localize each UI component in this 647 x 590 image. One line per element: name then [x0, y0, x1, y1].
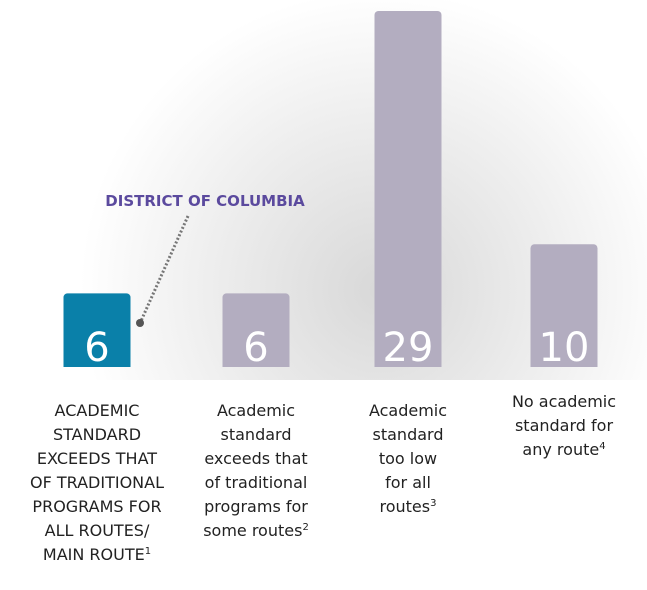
category-label: Academic [217, 401, 295, 420]
category-label: PROGRAMS FOR [32, 497, 161, 516]
bar-base [222, 361, 290, 367]
category-label: STANDARD [53, 425, 141, 444]
value-label: 10 [539, 325, 590, 371]
category-label: some routes2 [203, 521, 309, 540]
annotation-leader [139, 215, 190, 322]
value-label: 29 [383, 325, 434, 371]
annotation-dot [136, 319, 144, 327]
category-label: too low [379, 449, 437, 468]
category-label: Academic [369, 401, 447, 420]
category-label-text: routes [380, 497, 431, 516]
category-label: No academic [512, 392, 616, 411]
category-label: for all [385, 473, 431, 492]
bar [530, 244, 598, 367]
bar-base [374, 361, 442, 367]
value-label: 6 [84, 325, 109, 371]
footnote-mark: 4 [599, 441, 605, 452]
category-label: programs for [204, 497, 308, 516]
annotation: DISTRICT OF COLUMBIA [105, 192, 305, 210]
category-label: MAIN ROUTE1 [43, 545, 151, 564]
category-label: standard [221, 425, 292, 444]
bar-base [63, 361, 131, 367]
bar [222, 293, 290, 367]
footnote-mark: 2 [302, 522, 308, 533]
bar [374, 11, 442, 367]
category-label: of traditional [205, 473, 308, 492]
category-label: standard for [515, 416, 613, 435]
category-label: EXCEEDS THAT [37, 449, 157, 468]
category-label-text: any route [522, 440, 599, 459]
value-label: 6 [243, 325, 268, 371]
category-label: ACADEMIC [55, 401, 140, 420]
category-label: standard [373, 425, 444, 444]
category-label: any route4 [522, 440, 605, 459]
footnote-mark: 3 [430, 498, 436, 509]
bar-base [530, 361, 598, 367]
category-label: exceeds that [204, 449, 307, 468]
bar [63, 293, 131, 367]
category-label-text: some routes [203, 521, 302, 540]
footnote-mark: 1 [145, 546, 151, 557]
category-label-text: MAIN ROUTE [43, 545, 145, 564]
category-label: routes3 [380, 497, 437, 516]
category-label: ALL ROUTES/ [45, 521, 150, 540]
category-label: OF TRADITIONAL [30, 473, 164, 492]
